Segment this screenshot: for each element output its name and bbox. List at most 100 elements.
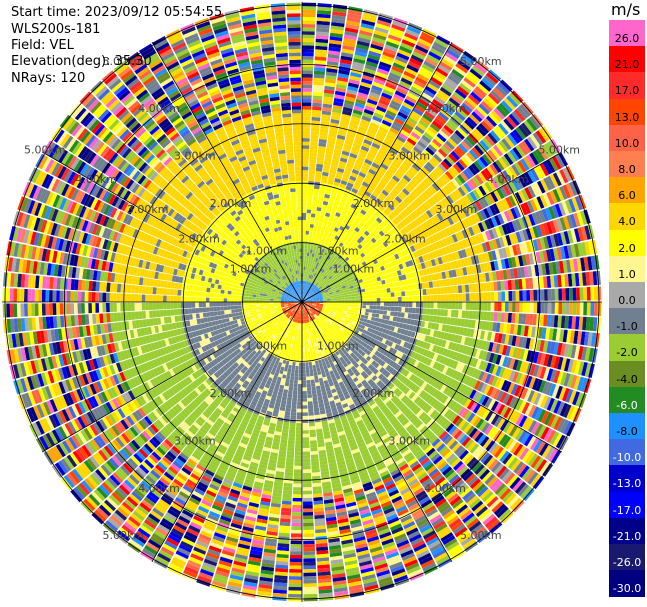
velocity-gate <box>342 192 350 198</box>
velocity-gate <box>313 253 318 258</box>
velocity-gate <box>369 122 380 130</box>
velocity-gate <box>361 233 368 239</box>
velocity-gate <box>308 173 315 178</box>
velocity-gate <box>369 47 383 55</box>
velocity-gate <box>400 105 412 114</box>
velocity-gate <box>347 178 356 185</box>
velocity-gate <box>373 112 384 120</box>
velocity-gate <box>302 123 311 128</box>
velocity-gate <box>471 65 485 77</box>
velocity-gate <box>328 265 333 271</box>
velocity-gate <box>303 287 305 292</box>
velocity-gate <box>304 255 307 260</box>
velocity-gate <box>302 437 310 442</box>
velocity-gate <box>420 66 433 76</box>
velocity-gate <box>321 175 329 180</box>
velocity-gate <box>311 116 321 122</box>
velocity-gate <box>433 70 447 81</box>
velocity-gate <box>380 211 388 219</box>
velocity-gate <box>353 313 358 317</box>
velocity-gate <box>407 169 416 177</box>
velocity-gate <box>572 287 577 301</box>
velocity-gate <box>405 296 409 302</box>
velocity-gate <box>302 127 311 132</box>
velocity-gate <box>357 190 364 197</box>
velocity-gate <box>304 291 306 296</box>
velocity-gate <box>302 291 304 295</box>
velocity-gate <box>389 191 397 199</box>
velocity-gate <box>354 218 361 224</box>
velocity-gate <box>448 97 461 108</box>
velocity-gate <box>428 104 440 114</box>
velocity-gate <box>392 141 403 150</box>
velocity-gate <box>313 84 324 90</box>
velocity-gate <box>302 294 304 299</box>
velocity-gate <box>309 152 317 157</box>
velocity-gate <box>387 193 395 201</box>
velocity-gate <box>371 40 385 48</box>
velocity-gate <box>423 131 434 141</box>
velocity-gate <box>307 184 314 189</box>
velocity-gate <box>361 291 366 296</box>
velocity-gate <box>403 98 416 107</box>
velocity-gate <box>371 286 376 291</box>
velocity-gate <box>302 433 310 438</box>
velocity-gate <box>302 405 308 409</box>
velocity-gate <box>561 288 566 301</box>
velocity-gate <box>397 307 402 312</box>
velocity-gate <box>486 311 491 321</box>
velocity-gate <box>317 153 325 158</box>
velocity-gate <box>353 209 360 216</box>
velocity-gate <box>305 284 308 289</box>
velocity-gate <box>400 285 405 292</box>
velocity-gate <box>302 130 311 135</box>
velocity-gate <box>318 280 323 285</box>
velocity-gate <box>387 130 398 138</box>
velocity-gate <box>320 240 325 246</box>
velocity-gate <box>347 159 355 166</box>
velocity-gate <box>364 203 371 210</box>
velocity-gate <box>408 134 419 143</box>
velocity-gate <box>369 302 374 306</box>
velocity-gate <box>309 163 316 168</box>
velocity-gate <box>401 126 412 135</box>
velocity-gate <box>334 300 338 302</box>
velocity-gate <box>302 48 314 53</box>
velocity-gate <box>328 129 338 135</box>
velocity-gate <box>303 333 306 338</box>
velocity-gate <box>344 140 353 146</box>
velocity-gate <box>324 154 333 159</box>
velocity-gate <box>436 309 441 316</box>
velocity-gate <box>308 256 312 261</box>
velocity-gate <box>350 149 359 156</box>
velocity-gate <box>459 82 472 94</box>
velocity-gate <box>381 189 389 197</box>
velocity-gate <box>318 255 323 260</box>
velocity-gate <box>540 289 545 301</box>
velocity-gate <box>444 51 458 63</box>
velocity-gate <box>333 148 342 154</box>
velocity-gate <box>519 290 523 301</box>
velocity-gate <box>317 275 321 279</box>
velocity-gate <box>329 39 342 45</box>
velocity-gate <box>401 39 416 48</box>
velocity-gate <box>368 287 373 292</box>
velocity-gate <box>343 34 357 41</box>
velocity-gate <box>327 264 331 269</box>
velocity-gate <box>312 91 323 97</box>
velocity-gate <box>426 295 431 302</box>
velocity-gate <box>302 205 307 210</box>
velocity-gate <box>379 179 388 187</box>
velocity-gate <box>334 94 345 100</box>
velocity-gate <box>398 132 408 141</box>
velocity-gate <box>387 203 395 211</box>
velocity-gate <box>445 77 458 88</box>
velocity-gate <box>308 180 315 185</box>
velocity-gate <box>365 174 373 182</box>
velocity-gate <box>382 140 393 148</box>
velocity-gate <box>302 412 308 417</box>
velocity-gate <box>429 308 434 316</box>
velocity-gate <box>379 192 387 200</box>
velocity-gate <box>380 302 384 306</box>
velocity-gate <box>350 232 356 239</box>
